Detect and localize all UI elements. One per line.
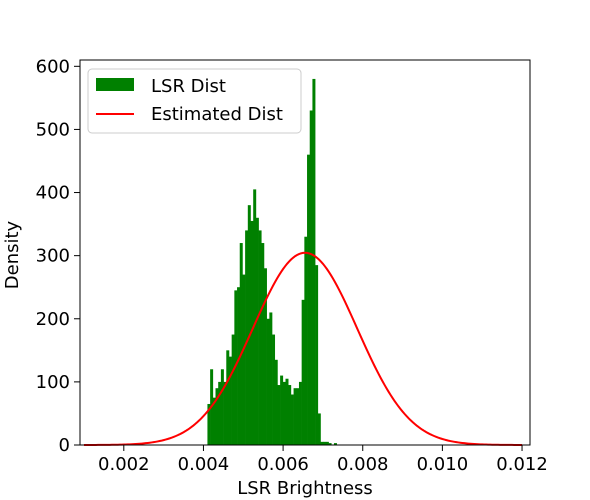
histogram-bar [309, 110, 313, 446]
histogram-bar [228, 356, 232, 445]
histogram-bar [255, 217, 259, 445]
histogram-bar [247, 205, 251, 445]
y-tick-label: 100 [36, 372, 70, 393]
histogram-bar [245, 230, 249, 445]
y-tick-label: 0 [59, 435, 70, 456]
histogram-bar [320, 441, 324, 445]
y-tick-label: 200 [36, 309, 70, 330]
histogram-bar [218, 381, 222, 445]
histogram-bar [280, 375, 284, 445]
histogram-bar [317, 413, 321, 445]
histogram-bar [293, 388, 297, 445]
histogram-bar [212, 397, 216, 445]
legend-label-estimated-dist: Estimated Dist [151, 104, 283, 125]
x-tick-label: 0.008 [337, 454, 389, 475]
histogram-bar [312, 78, 316, 446]
histogram-bar [261, 243, 265, 445]
histogram-bar [282, 381, 286, 445]
histogram-bar [298, 381, 302, 445]
histogram-bar [215, 388, 219, 445]
histogram-bar [253, 189, 257, 445]
y-tick-label: 400 [36, 183, 70, 204]
y-axis-label: Density [2, 220, 23, 289]
y-axis-ticks: 0 100 200 300 400 500 600 [36, 56, 80, 456]
legend: LSR Dist Estimated Dist [87, 68, 302, 134]
estimated-dist-curve [83, 251, 523, 446]
y-tick-label: 300 [36, 246, 70, 267]
y-tick-label: 600 [36, 56, 70, 77]
histogram-bar [223, 381, 227, 445]
histogram-bar [269, 312, 273, 445]
legend-swatch-lsr-dist [96, 78, 134, 91]
histogram-bar [231, 334, 235, 445]
plot-frame [79, 59, 531, 446]
histogram-bar [237, 287, 241, 445]
histogram-bar [333, 443, 337, 445]
x-tick-label: 0.010 [417, 454, 469, 475]
histogram-bar [304, 236, 308, 445]
x-tick-label: 0.004 [178, 454, 230, 475]
histogram-bar [234, 290, 238, 445]
histogram-bar [272, 334, 276, 445]
histogram-bar [277, 385, 281, 445]
histogram-bar [325, 441, 329, 445]
legend-label-lsr-dist: LSR Dist [151, 76, 226, 97]
x-tick-label: 0.006 [257, 454, 309, 475]
x-tick-label: 0.012 [496, 454, 548, 475]
histogram-bar [266, 318, 270, 445]
histogram-bar [263, 268, 267, 445]
histogram-bar [296, 388, 300, 445]
histogram-bar [207, 403, 211, 445]
histogram-bar [285, 378, 289, 445]
histogram-bar [307, 154, 311, 446]
histogram-bar [290, 394, 294, 445]
histogram-bar [323, 441, 327, 445]
histogram-bar [220, 369, 224, 445]
histogram-bar [315, 265, 319, 445]
histogram-bars [207, 78, 337, 446]
legend-box [87, 68, 302, 134]
histogram-bar [250, 220, 254, 445]
histogram-bar [258, 230, 262, 445]
histogram-bar [328, 443, 332, 445]
histogram-bar [301, 299, 305, 445]
x-axis-label: LSR Brightness [237, 478, 373, 499]
histogram-bar [242, 274, 246, 445]
x-tick-label: 0.002 [98, 454, 150, 475]
histogram-bar [288, 385, 292, 445]
histogram-bar [226, 350, 230, 445]
y-tick-label: 500 [36, 119, 70, 140]
histogram-bar [239, 243, 243, 445]
histogram-bar [274, 359, 278, 445]
x-axis-ticks: 0.002 0.004 0.006 0.008 0.010 0.012 [98, 445, 548, 475]
